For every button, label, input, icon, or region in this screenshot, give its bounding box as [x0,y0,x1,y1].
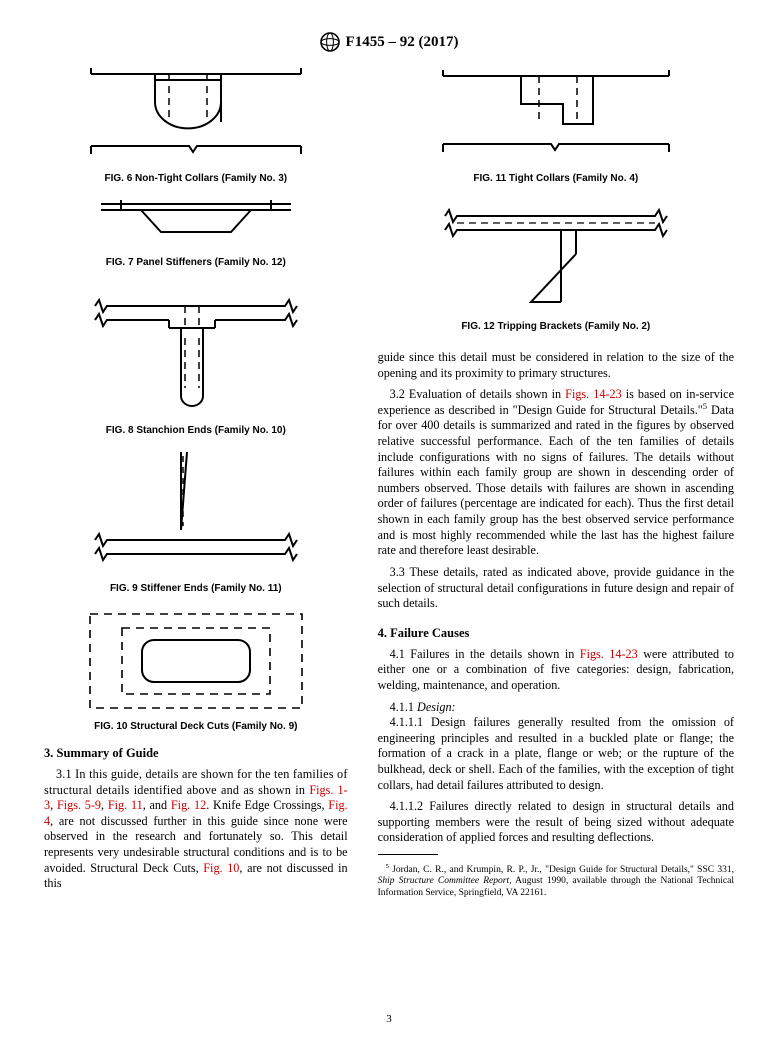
para-3-1-cont: guide since this detail must be consider… [378,350,734,381]
para-4-1-1: 4.1.1 Design: [378,700,734,716]
page-number: 3 [0,1013,778,1025]
doc-header: F1455 – 92 (2017) [44,32,734,52]
fig6-svg [81,66,311,166]
link-figs-14-23-b[interactable]: Figs. 14-23 [580,647,638,661]
figure-12: FIG. 12 Tripping Brackets (Family No. 2) [378,194,734,332]
footnote-5: 5 Jordan, C. R., and Krumpin, R. P., Jr.… [378,865,734,901]
link-fig-10[interactable]: Fig. 10 [203,861,239,875]
figure-9: FIG. 9 Stiffener Ends (Family No. 11) [44,446,348,594]
fig6-caption: FIG. 6 Non-Tight Collars (Family No. 3) [44,173,348,184]
link-figs-5-9[interactable]: Figs. 5-9 [57,798,101,812]
fig8-caption: FIG. 8 Stanchion Ends (Family No. 10) [44,425,348,436]
page: F1455 – 92 (2017) [0,0,778,1041]
two-column-layout: FIG. 6 Non-Tight Collars (Family No. 3) … [44,66,734,910]
fig12-svg [431,194,681,314]
fig7-caption: FIG. 7 Panel Stiffeners (Family No. 12) [44,257,348,268]
fig10-caption: FIG. 10 Structural Deck Cuts (Family No.… [44,721,348,732]
fig8-svg [81,278,311,418]
fig10-svg [76,604,316,714]
doc-number: F1455 – 92 (2017) [346,34,459,51]
left-column: FIG. 6 Non-Tight Collars (Family No. 3) … [44,66,348,910]
link-fig-11[interactable]: Fig. 11 [108,798,143,812]
section-3-head: 3. Summary of Guide [44,746,348,761]
figure-11: FIG. 11 Tight Collars (Family No. 4) [378,66,734,184]
fig7-svg [81,194,311,250]
figure-8: FIG. 8 Stanchion Ends (Family No. 10) [44,278,348,436]
fig11-svg [431,66,681,166]
para-4-1: 4.1 Failures in the details shown in Fig… [378,647,734,694]
fig9-svg [81,446,311,576]
para-4-1-1-1: 4.1.1.1 Design failures generally result… [378,715,734,793]
para-3-1: 3.1 In this guide, details are shown for… [44,767,348,892]
fig12-caption: FIG. 12 Tripping Brackets (Family No. 2) [378,321,734,332]
section-4-head: 4. Failure Causes [378,626,734,641]
figure-10: FIG. 10 Structural Deck Cuts (Family No.… [44,604,348,732]
para-3-3: 3.3 These details, rated as indicated ab… [378,565,734,612]
para-4-1-1-2: 4.1.1.2 Failures directly related to des… [378,799,734,846]
right-column: FIG. 11 Tight Collars (Family No. 4) [378,66,734,910]
figure-7: FIG. 7 Panel Stiffeners (Family No. 12) [44,194,348,268]
link-fig-12[interactable]: Fig. 12 [171,798,206,812]
fig11-caption: FIG. 11 Tight Collars (Family No. 4) [378,173,734,184]
link-figs-14-23-a[interactable]: Figs. 14-23 [565,387,622,401]
para-3-2: 3.2 Evaluation of details shown in Figs.… [378,387,734,559]
fig9-caption: FIG. 9 Stiffener Ends (Family No. 11) [44,583,348,594]
footnote-rule [378,854,438,855]
figure-6: FIG. 6 Non-Tight Collars (Family No. 3) [44,66,348,184]
astm-logo-icon [320,32,340,52]
